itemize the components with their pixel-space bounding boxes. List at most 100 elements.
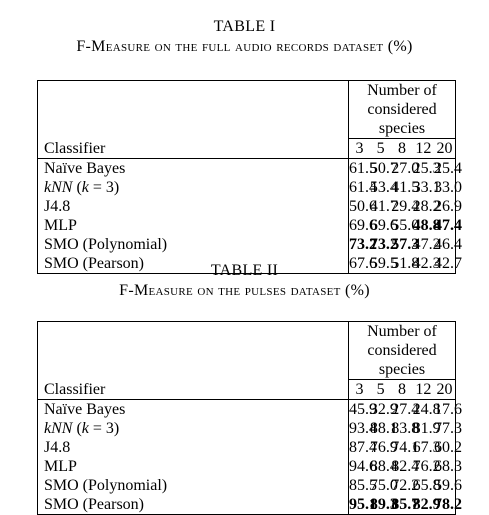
table-cell: 45.9 — [348, 399, 378, 419]
table-cell: 50.6 — [349, 198, 378, 215]
table2-classifier-header: Classifier — [36, 379, 350, 400]
table-cell-best: 48.8 — [412, 217, 441, 234]
table-cell-best: 73.2 — [349, 236, 378, 253]
table1-column-header-row: Classifier 3 5 8 12 20 — [36, 138, 457, 159]
table-cell: 33.0 — [434, 178, 463, 197]
table-cell: 41.7 — [369, 198, 398, 215]
table1-group-header-row: Number of considered species — [36, 80, 456, 139]
table1-label: TABLE I — [213, 18, 276, 35]
classifier-name: J4.8 — [36, 197, 350, 216]
table2-col-header: 12 — [412, 379, 435, 400]
classifier-name: SMO (Pearson) — [36, 495, 350, 515]
classifier-name: J4.8 — [36, 438, 350, 457]
table1-group-header: Number of considered species — [348, 80, 456, 139]
classifier-name: Naïve Bayes — [36, 399, 350, 419]
table1-col-header: 3 — [348, 138, 370, 159]
table-cell: 53.4 — [369, 179, 398, 196]
table-cell: 27.0 — [391, 158, 420, 178]
table2-col-header: 20 — [434, 379, 457, 400]
table-cell: 47.2 — [412, 236, 441, 253]
table-cell: 55.0 — [391, 217, 420, 234]
classifier-name: MLP — [36, 457, 350, 476]
table-cell: 75.0 — [369, 477, 398, 494]
table-cell: 67.3 — [412, 439, 441, 456]
classifier-name: Naïve Bayes — [36, 158, 350, 178]
table1-caption: TABLE I F-Measure on the full audio reco… — [0, 18, 489, 56]
table2-title: F-Measure on the pulses dataset (%) — [119, 282, 370, 299]
knn-k: k — [81, 179, 89, 196]
table-row: J4.8 50.6 41.7 29.4 28.2 26.9 — [36, 197, 463, 216]
table2: Number of considered species Classifier … — [36, 321, 463, 515]
table-cell-best: 57.3 — [391, 236, 420, 253]
table-cell-best: 89.3 — [369, 495, 398, 515]
table-row: J4.8 87.4 76.9 74.1 67.3 60.2 — [36, 438, 463, 457]
table-cell: 76.9 — [369, 439, 398, 456]
table-cell: 29.4 — [391, 198, 420, 215]
table2-col-header: 3 — [348, 379, 370, 400]
table-cell: 87.4 — [349, 439, 378, 456]
table2-caption: TABLE II F-Measure on the pulses dataset… — [0, 262, 489, 300]
table1: Number of considered species Classifier … — [36, 80, 463, 274]
table-cell: 24.8 — [412, 399, 441, 419]
table-cell-best: 82.9 — [412, 495, 441, 515]
table-cell: 42.7 — [434, 254, 463, 274]
table1-col-header: 8 — [391, 138, 413, 159]
table-cell-best: 85.7 — [391, 495, 420, 515]
table-cell: 83.8 — [391, 420, 420, 437]
table-cell: 65.8 — [412, 477, 441, 494]
table-row: MLP 94.6 88.4 82.4 76.2 68.3 — [36, 457, 463, 476]
table-cell: 61.5 — [348, 158, 378, 178]
table-cell: 85.5 — [349, 477, 378, 494]
table-cell: 59.6 — [434, 476, 463, 495]
table-cell-best: 78.2 — [434, 495, 463, 515]
table-cell: 46.4 — [434, 235, 463, 254]
table-row: Naïve Bayes 61.5 50.7 27.0 25.3 25.4 — [36, 158, 462, 178]
table-cell: 51.8 — [391, 254, 420, 274]
table-cell: 76.2 — [412, 458, 441, 475]
table2-col-header: 8 — [391, 379, 413, 400]
table2-column-header-row: Classifier 3 5 8 12 20 — [36, 379, 457, 400]
classifier-name: SMO (Pearson) — [36, 254, 350, 274]
table-cell: 93.4 — [349, 420, 378, 437]
table1-body: Number of considered species Classifier … — [36, 80, 463, 274]
table-cell: 60.2 — [434, 438, 463, 457]
table1-col-header: 12 — [412, 138, 435, 159]
table-cell: 27.4 — [391, 399, 420, 419]
table-row: Naïve Bayes 45.9 32.9 27.4 24.8 17.6 — [36, 399, 463, 419]
table-cell: 41.5 — [391, 179, 420, 196]
table-cell: 28.2 — [412, 198, 441, 215]
table2-label: TABLE II — [210, 262, 279, 279]
table-cell: 61.4 — [349, 179, 378, 196]
table2-corner-cell — [36, 321, 350, 380]
table-cell: 68.3 — [434, 457, 463, 476]
table-cell: 74.1 — [391, 439, 420, 456]
table-cell: 77.3 — [434, 419, 463, 438]
table1-title: F-Measure on the full audio records data… — [76, 38, 413, 55]
table-cell-best: 95.1 — [348, 495, 378, 515]
table-row: SMO (Pearson) 95.1 89.3 85.7 82.9 78.2 — [36, 495, 463, 515]
knn-k: k — [81, 420, 89, 437]
table-cell: 17.6 — [434, 399, 463, 419]
table-row: SMO (Polynomial) 73.2 73.2 57.3 47.2 46.… — [36, 235, 463, 254]
classifier-name: kNN (k = 3) — [36, 419, 350, 438]
table-cell: 81.9 — [412, 420, 441, 437]
table-row: SMO (Pearson) 67.6 59.5 51.8 42.3 42.7 — [36, 254, 463, 274]
table-cell: 32.9 — [369, 399, 398, 419]
classifier-name: SMO (Polynomial) — [36, 476, 350, 495]
knn-label: kNN — [44, 420, 73, 437]
table-cell: 69.6 — [349, 217, 378, 234]
table-cell: 26.9 — [434, 197, 463, 216]
table2-col-header: 5 — [369, 379, 392, 400]
table-cell: 82.4 — [391, 458, 420, 475]
table-row: MLP 69.6 69.6 55.0 48.8 47.4 — [36, 216, 462, 235]
table-cell: 94.6 — [349, 458, 378, 475]
table2-group-header-row: Number of considered species — [36, 321, 456, 380]
table2-body: Number of considered species Classifier … — [36, 321, 463, 515]
table-row: kNN (k = 3) 93.4 88.1 83.8 81.9 77.3 — [36, 419, 463, 438]
classifier-name: SMO (Polynomial) — [36, 235, 350, 254]
table-row: kNN (k = 3) 61.4 53.4 41.5 33.1 33.0 — [36, 178, 463, 197]
table-row: SMO (Polynomial) 85.5 75.0 72.2 65.8 59.… — [36, 476, 463, 495]
table1-col-header: 20 — [434, 138, 457, 159]
knn-label: kNN — [44, 179, 73, 196]
table-cell-best: 73.2 — [369, 236, 398, 253]
